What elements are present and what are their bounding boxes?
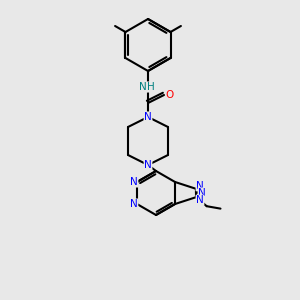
Text: N: N [196, 181, 204, 191]
Text: N: N [130, 177, 138, 187]
Text: N: N [130, 199, 138, 209]
Text: O: O [166, 90, 174, 100]
Text: N: N [198, 188, 206, 198]
Text: N: N [144, 160, 152, 170]
Text: N: N [139, 82, 147, 92]
Text: N: N [196, 195, 204, 205]
Text: H: H [147, 82, 155, 92]
Text: N: N [144, 112, 152, 122]
